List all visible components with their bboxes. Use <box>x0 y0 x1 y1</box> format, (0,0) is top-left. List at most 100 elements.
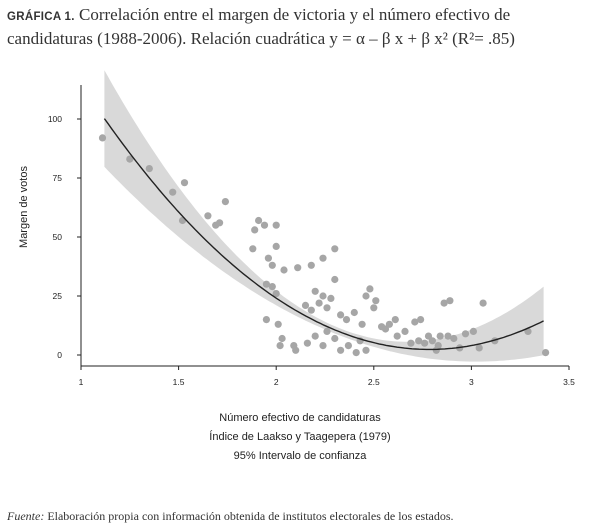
data-point <box>301 301 310 309</box>
x-axis-subtitle-index: Índice de Laakso y Taagepera (1979) <box>209 431 391 443</box>
data-point <box>311 287 319 295</box>
data-point <box>421 339 429 347</box>
data-point <box>434 342 442 350</box>
data-point <box>417 316 425 324</box>
data-point <box>145 165 153 173</box>
data-point <box>344 342 352 350</box>
data-point <box>262 280 270 288</box>
data-point <box>337 346 345 354</box>
x-tick-label: 3.5 <box>563 377 575 387</box>
y-tick-label: 25 <box>53 291 63 301</box>
data-point <box>278 334 286 343</box>
data-point <box>342 316 351 324</box>
source-text: Elaboración propia con información obten… <box>47 509 454 523</box>
y-tick-label: 0 <box>57 350 62 360</box>
data-point <box>249 245 257 253</box>
data-point <box>264 254 272 262</box>
data-point <box>428 337 436 345</box>
data-point <box>319 254 327 262</box>
data-point <box>444 332 452 340</box>
data-point <box>180 179 189 187</box>
data-point <box>126 155 134 163</box>
data-point <box>385 320 393 328</box>
data-point <box>475 344 483 352</box>
data-point <box>331 245 339 253</box>
data-points <box>98 134 550 357</box>
data-point <box>262 316 270 324</box>
data-point <box>358 320 366 328</box>
data-point <box>272 290 280 298</box>
data-point <box>255 216 263 225</box>
y-tick-label: 75 <box>53 173 63 183</box>
data-point <box>311 332 319 340</box>
data-point <box>372 297 380 305</box>
chart-title-line2: candidaturas (1988-2006). Relación cuadr… <box>7 29 515 48</box>
y-tick-label: 100 <box>48 114 62 124</box>
data-point <box>294 264 302 272</box>
y-axis-ticks: 0 25 50 75 100 <box>48 114 81 360</box>
data-point <box>169 188 177 196</box>
data-point <box>479 299 487 307</box>
data-point <box>366 285 374 293</box>
data-point <box>307 306 315 314</box>
data-point <box>327 294 335 302</box>
y-axis-title: Margen de votos <box>18 166 30 248</box>
data-point <box>280 266 288 274</box>
data-point <box>268 283 276 291</box>
x-axis-title: Número efectivo de candidaturas <box>219 412 381 424</box>
data-point <box>461 330 470 338</box>
x-axis-subtitle-ci: 95% Intervalo de confianza <box>233 450 367 462</box>
data-point <box>323 327 331 335</box>
data-point <box>307 261 315 269</box>
data-point <box>319 342 327 350</box>
data-point <box>407 339 415 347</box>
data-point <box>446 297 454 305</box>
data-point <box>292 346 300 354</box>
data-point <box>542 349 550 357</box>
data-point <box>319 292 327 300</box>
chart-title-label: GRÁFICA 1. <box>7 11 75 23</box>
data-point <box>272 221 280 229</box>
data-point <box>216 219 224 227</box>
data-point <box>362 292 370 300</box>
data-point <box>272 242 280 250</box>
data-point <box>221 198 229 206</box>
data-point <box>251 226 259 234</box>
chart-title-line1: Correlación entre el margen de victoria … <box>79 5 511 24</box>
data-point <box>331 275 339 284</box>
scatter-chart: 0 25 50 75 100 1 1.5 2 2.5 3 3.5 Margen de votos <box>18 70 575 387</box>
data-point <box>352 349 360 357</box>
data-point <box>436 332 444 340</box>
data-point <box>337 311 345 319</box>
data-point <box>274 320 282 328</box>
data-point <box>370 304 378 312</box>
quadratic-fit-line <box>103 118 544 351</box>
y-tick-label: 50 <box>53 232 63 242</box>
x-tick-label: 1.5 <box>173 377 185 387</box>
x-tick-label: 3 <box>469 377 474 387</box>
source-note: Fuente: Elaboración propia con informaci… <box>7 509 454 524</box>
x-axis-ticks: 1 1.5 2 2.5 3 3.5 <box>79 366 575 387</box>
data-point <box>303 339 311 347</box>
data-point <box>331 334 339 343</box>
data-point <box>268 261 276 269</box>
x-tick-label: 2.5 <box>368 377 380 387</box>
data-point <box>401 327 409 335</box>
data-point <box>469 327 477 335</box>
data-point <box>450 334 458 343</box>
data-point <box>276 342 284 350</box>
data-point <box>415 337 423 345</box>
source-label: Fuente: <box>7 509 45 523</box>
data-point <box>440 299 448 307</box>
data-point <box>411 318 419 326</box>
data-point <box>323 304 331 312</box>
data-point <box>204 212 212 220</box>
data-point <box>391 316 399 324</box>
data-point <box>260 221 269 229</box>
data-point <box>393 332 401 340</box>
confidence-interval-band <box>104 70 544 362</box>
chart-title: GRÁFICA 1. Correlación entre el margen d… <box>7 4 589 49</box>
data-point <box>98 134 107 142</box>
x-tick-label: 1 <box>79 377 84 387</box>
data-point <box>362 346 370 354</box>
